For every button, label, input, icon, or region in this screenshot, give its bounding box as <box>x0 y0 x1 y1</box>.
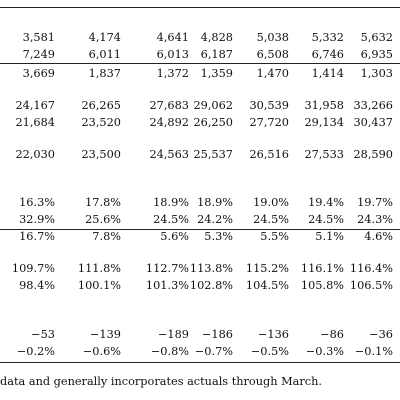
table-row: 98.4% 100.1% 101.3% 102.8% 104.5% 105.8%… <box>0 278 400 294</box>
table-cell: 1,414 <box>290 66 344 82</box>
table-cell: −0.2% <box>1 344 55 360</box>
table-cell: 3,581 <box>1 30 55 46</box>
table-cell: 6,187 <box>179 47 233 63</box>
table-cell: 6,508 <box>235 47 289 63</box>
table-cell: 19.0% <box>235 195 289 211</box>
table-cell: 5.5% <box>235 229 289 245</box>
table-cell: −139 <box>67 327 121 343</box>
table-cell: 5,332 <box>290 30 344 46</box>
table-row: 7,249 6,011 6,013 6,187 6,508 6,746 6,93… <box>0 47 400 63</box>
table-cell: 106.5% <box>339 278 393 294</box>
table-cell: 21,684 <box>1 115 55 131</box>
table-cell: −0.1% <box>339 344 393 360</box>
table-row: 21,684 23,520 24,892 26,250 27,720 29,13… <box>0 115 400 131</box>
table-cell: 5,632 <box>339 30 393 46</box>
table-cell: 100.1% <box>67 278 121 294</box>
table-cell: −0.6% <box>67 344 121 360</box>
table-cell: 31,958 <box>290 98 344 114</box>
table-cell: 26,250 <box>179 115 233 131</box>
table-cell: 16.7% <box>1 229 55 245</box>
table-cell: 7.8% <box>67 229 121 245</box>
table-row: −53 −139 −189 −186 −136 −86 −36 <box>0 327 400 343</box>
table-cell: 1,303 <box>339 66 393 82</box>
table-cell: 6,011 <box>67 47 121 63</box>
table-cell: 4,174 <box>67 30 121 46</box>
table-cell: 105.8% <box>290 278 344 294</box>
table-cell: 116.1% <box>290 261 344 277</box>
table-cell: 1,837 <box>67 66 121 82</box>
table-cell: 16.3% <box>1 195 55 211</box>
table-cell: 3,669 <box>1 66 55 82</box>
table-cell: 4.6% <box>339 229 393 245</box>
table-cell: 26,516 <box>235 147 289 163</box>
table-cell: −86 <box>290 327 344 343</box>
table-cell: 24.5% <box>290 212 344 228</box>
table-cell: 32.9% <box>1 212 55 228</box>
table-cell: 24,167 <box>1 98 55 114</box>
table-cell: −53 <box>1 327 55 343</box>
table-cell: 23,500 <box>67 147 121 163</box>
table-cell: 1,470 <box>235 66 289 82</box>
table-cell: 115.2% <box>235 261 289 277</box>
table-rule-bottom <box>0 362 400 363</box>
table-cell: 5.3% <box>179 229 233 245</box>
table-cell: 25,537 <box>179 147 233 163</box>
table-cell: 26,265 <box>67 98 121 114</box>
table-row: 24,167 26,265 27,683 29,062 30,539 31,95… <box>0 98 400 114</box>
table-rule-top <box>0 7 400 8</box>
table-row: 16.7% 7.8% 5.6% 5.3% 5.5% 5.1% 4.6% <box>0 229 400 245</box>
table-cell: 109.7% <box>1 261 55 277</box>
table-cell: 4,828 <box>179 30 233 46</box>
table-cell: 5,038 <box>235 30 289 46</box>
table-cell: 29,134 <box>290 115 344 131</box>
table-cell: 17.8% <box>67 195 121 211</box>
table-cell: −186 <box>179 327 233 343</box>
table-cell: 116.4% <box>339 261 393 277</box>
table-cell: 29,062 <box>179 98 233 114</box>
table-cell: −136 <box>235 327 289 343</box>
table-row: −0.2% −0.6% −0.8% −0.7% −0.5% −0.3% −0.1… <box>0 344 400 360</box>
table-cell: 111.8% <box>67 261 121 277</box>
table-cell: 5.1% <box>290 229 344 245</box>
table-cell: 98.4% <box>1 278 55 294</box>
table-cell: 28,590 <box>339 147 393 163</box>
table-cell: 22,030 <box>1 147 55 163</box>
table-footnote: data and generally incorporates actuals … <box>0 374 400 390</box>
table-cell: 27,720 <box>235 115 289 131</box>
table-cell: 6,935 <box>339 47 393 63</box>
table-cell: −36 <box>339 327 393 343</box>
table-cell: 1,359 <box>179 66 233 82</box>
table-row: 109.7% 111.8% 112.7% 113.8% 115.2% 116.1… <box>0 261 400 277</box>
table-cell: 24.5% <box>235 212 289 228</box>
table-cell: 6,746 <box>290 47 344 63</box>
table-cell: 104.5% <box>235 278 289 294</box>
table-cell: 102.8% <box>179 278 233 294</box>
table-row: 16.3% 17.8% 18.9% 18.9% 19.0% 19.4% 19.7… <box>0 195 400 211</box>
table-cell: 27,533 <box>290 147 344 163</box>
table-row: 32.9% 25.6% 24.5% 24.2% 24.5% 24.5% 24.3… <box>0 212 400 228</box>
table-cell: 25.6% <box>67 212 121 228</box>
table-cell: 24.2% <box>179 212 233 228</box>
table-cell: 19.4% <box>290 195 344 211</box>
table-cell: 33,266 <box>339 98 393 114</box>
table-cell: 30,539 <box>235 98 289 114</box>
table-cell: −0.7% <box>179 344 233 360</box>
table-row: 22,030 23,500 24,563 25,537 26,516 27,53… <box>0 147 400 163</box>
table-cell: 23,520 <box>67 115 121 131</box>
table-cell: 24.3% <box>339 212 393 228</box>
table-cell: 19.7% <box>339 195 393 211</box>
table-rule <box>0 63 400 64</box>
table-cell: 18.9% <box>179 195 233 211</box>
table-cell: 113.8% <box>179 261 233 277</box>
table-row: 3,669 1,837 1,372 1,359 1,470 1,414 1,30… <box>0 66 400 82</box>
table-cell: 7,249 <box>1 47 55 63</box>
table-cell: −0.3% <box>290 344 344 360</box>
table-cell: 30,437 <box>339 115 393 131</box>
table-row: 3,581 4,174 4,641 4,828 5,038 5,332 5,63… <box>0 30 400 46</box>
table-cell: −0.5% <box>235 344 289 360</box>
